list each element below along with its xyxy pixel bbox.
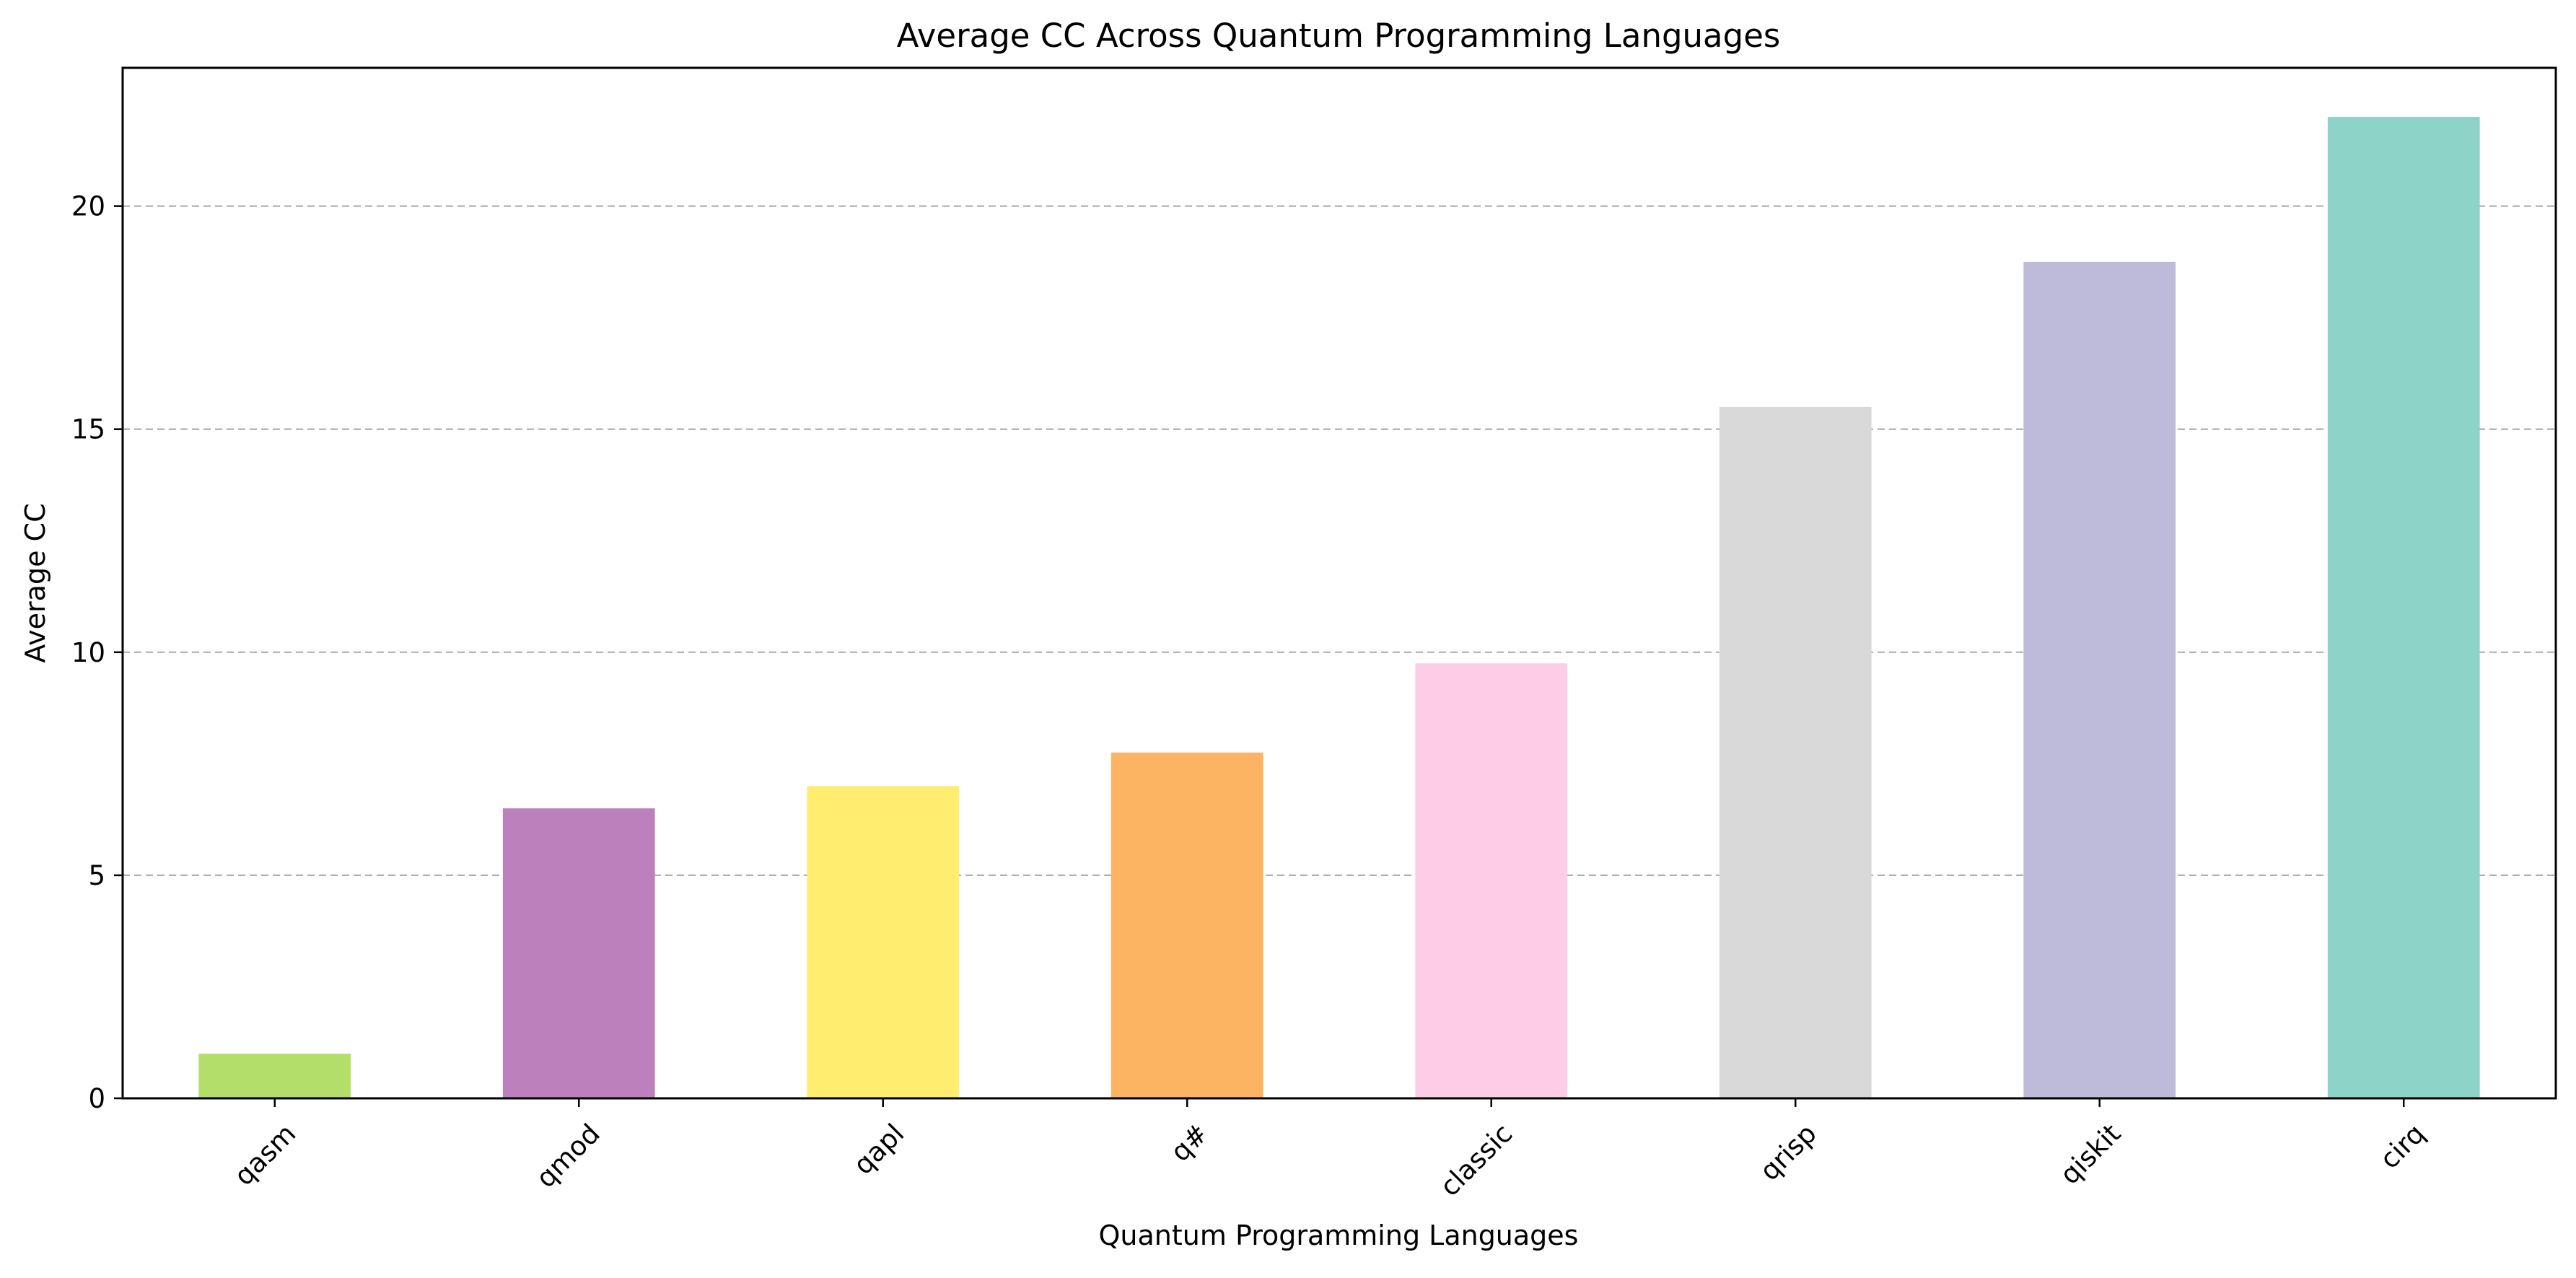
bar-qapl xyxy=(807,786,960,1098)
x-tick-label: qrisp xyxy=(1754,1118,1823,1186)
plot-area-frame xyxy=(121,66,2557,1100)
x-axis-label: Quantum Programming Languages xyxy=(1099,1220,1579,1251)
y-tick-label: 0 xyxy=(88,1083,105,1114)
x-tick-label: qiskit xyxy=(2054,1118,2127,1191)
x-tick-label: q# xyxy=(1165,1118,1214,1168)
grid-lines xyxy=(123,205,2556,877)
x-tick-label: cirq xyxy=(2374,1118,2431,1175)
bar-qiskit xyxy=(2023,261,2176,1099)
bar-q# xyxy=(1110,752,1263,1098)
y-axis-ticks: 0 5 10 15 20 xyxy=(71,191,123,1114)
bar-qmod xyxy=(502,808,655,1098)
x-axis-ticks: qasm qmod qapl q# classic qrisp qiskit cirq xyxy=(228,1098,2431,1202)
bars xyxy=(198,117,2480,1099)
x-tick-label: qmod xyxy=(530,1118,606,1194)
x-tick-label: classic xyxy=(1434,1118,1518,1202)
y-axis-label: Average CC xyxy=(19,503,51,662)
x-tick-label: qasm xyxy=(228,1118,302,1191)
bar-qasm xyxy=(198,1054,351,1098)
y-tick-label: 5 xyxy=(88,860,105,891)
chart-title: Average CC Across Quantum Programming La… xyxy=(897,17,1781,55)
y-tick-label: 20 xyxy=(71,191,105,222)
x-tick-label: qapl xyxy=(847,1118,910,1181)
y-tick-label: 15 xyxy=(71,414,105,445)
bar-cirq xyxy=(2327,117,2480,1098)
bar-classic xyxy=(1415,663,1568,1098)
y-tick-label: 10 xyxy=(71,637,105,668)
bar-qrisp xyxy=(1719,406,1872,1098)
